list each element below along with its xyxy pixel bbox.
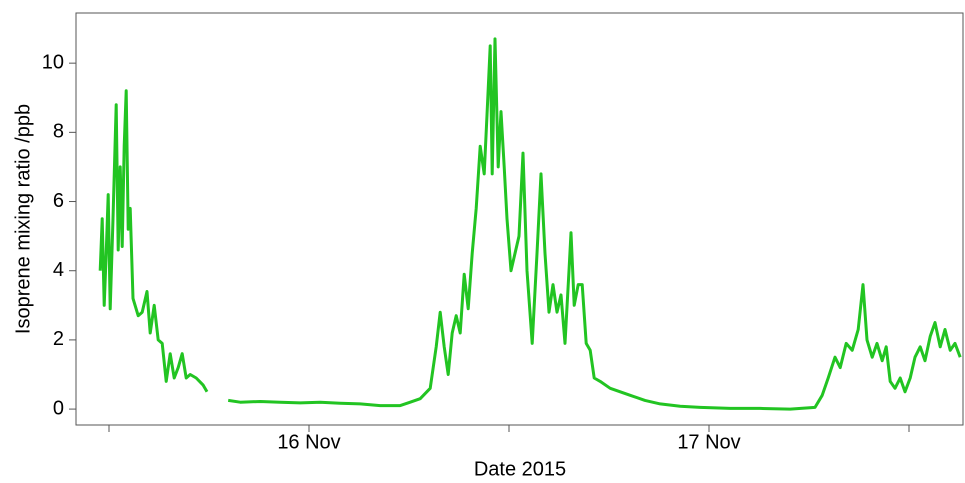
y-tick-label: 8 bbox=[53, 121, 64, 143]
plot-frame bbox=[75, 12, 964, 426]
y-tick-label: 4 bbox=[53, 259, 64, 281]
y-tick-label: 6 bbox=[53, 190, 64, 212]
y-tick-label: 2 bbox=[53, 328, 64, 350]
y-tick-label: 10 bbox=[42, 51, 64, 73]
x-tick-label: 16 Nov bbox=[277, 431, 340, 453]
y-axis-label: Isoprene mixing ratio /ppb bbox=[12, 104, 34, 334]
x-tick-label: 17 Nov bbox=[677, 431, 740, 453]
x-axis-label: Date 2015 bbox=[474, 458, 566, 480]
data-line bbox=[98, 37, 962, 411]
y-tick-label: 0 bbox=[53, 397, 64, 419]
